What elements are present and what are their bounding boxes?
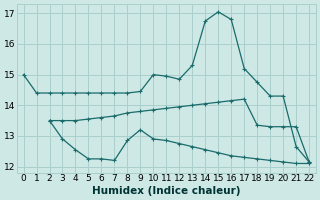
X-axis label: Humidex (Indice chaleur): Humidex (Indice chaleur) <box>92 186 241 196</box>
